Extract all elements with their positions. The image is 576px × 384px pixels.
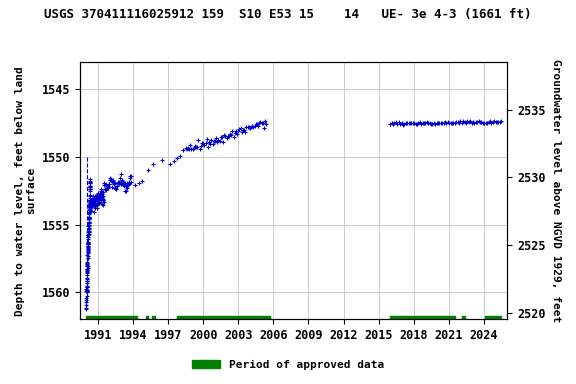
Text: USGS 370411116025912 159  S10 E53 15    14   UE- 3e 4-3 (1661 ft): USGS 370411116025912 159 S10 E53 15 14 U… — [44, 8, 532, 21]
Y-axis label: Groundwater level above NGVD 1929, feet: Groundwater level above NGVD 1929, feet — [551, 59, 561, 323]
Legend: Period of approved data: Period of approved data — [188, 356, 388, 375]
Y-axis label: Depth to water level, feet below land
surface: Depth to water level, feet below land su… — [15, 66, 37, 316]
